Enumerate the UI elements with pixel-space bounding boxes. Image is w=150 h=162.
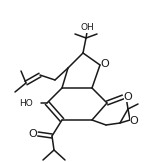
Text: OH: OH [80,23,94,33]
Text: O: O [124,92,132,102]
Text: HO: HO [19,99,33,109]
Text: O: O [101,59,109,69]
Text: O: O [130,116,138,126]
Text: O: O [29,129,37,139]
